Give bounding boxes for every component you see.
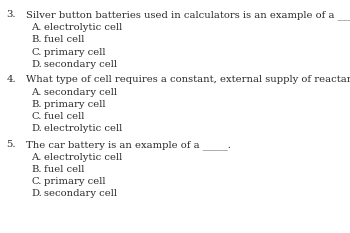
Text: electrolytic cell: electrolytic cell [44, 153, 122, 162]
Text: 5.: 5. [6, 140, 16, 149]
Text: 3.: 3. [6, 10, 16, 20]
Text: secondary cell: secondary cell [44, 88, 117, 97]
Text: D.: D. [32, 60, 42, 69]
Text: primary cell: primary cell [44, 48, 105, 57]
Text: D.: D. [32, 189, 42, 198]
Text: D.: D. [32, 124, 42, 134]
Text: The car battery is an example of a _____.: The car battery is an example of a _____… [26, 140, 231, 150]
Text: C.: C. [32, 48, 42, 57]
Text: electrolytic cell: electrolytic cell [44, 124, 122, 134]
Text: A.: A. [32, 153, 42, 162]
Text: A.: A. [32, 23, 42, 32]
Text: B.: B. [32, 35, 42, 45]
Text: secondary cell: secondary cell [44, 189, 117, 198]
Text: fuel cell: fuel cell [44, 112, 84, 121]
Text: What type of cell requires a constant, external supply of reactants?: What type of cell requires a constant, e… [26, 75, 350, 84]
Text: electrolytic cell: electrolytic cell [44, 23, 122, 32]
Text: primary cell: primary cell [44, 177, 105, 186]
Text: fuel cell: fuel cell [44, 35, 84, 45]
Text: 4.: 4. [6, 75, 16, 84]
Text: primary cell: primary cell [44, 100, 105, 109]
Text: secondary cell: secondary cell [44, 60, 117, 69]
Text: C.: C. [32, 177, 42, 186]
Text: fuel cell: fuel cell [44, 165, 84, 174]
Text: A.: A. [32, 88, 42, 97]
Text: B.: B. [32, 165, 42, 174]
Text: B.: B. [32, 100, 42, 109]
Text: Silver button batteries used in calculators is an example of a ___.: Silver button batteries used in calculat… [26, 10, 350, 20]
Text: C.: C. [32, 112, 42, 121]
